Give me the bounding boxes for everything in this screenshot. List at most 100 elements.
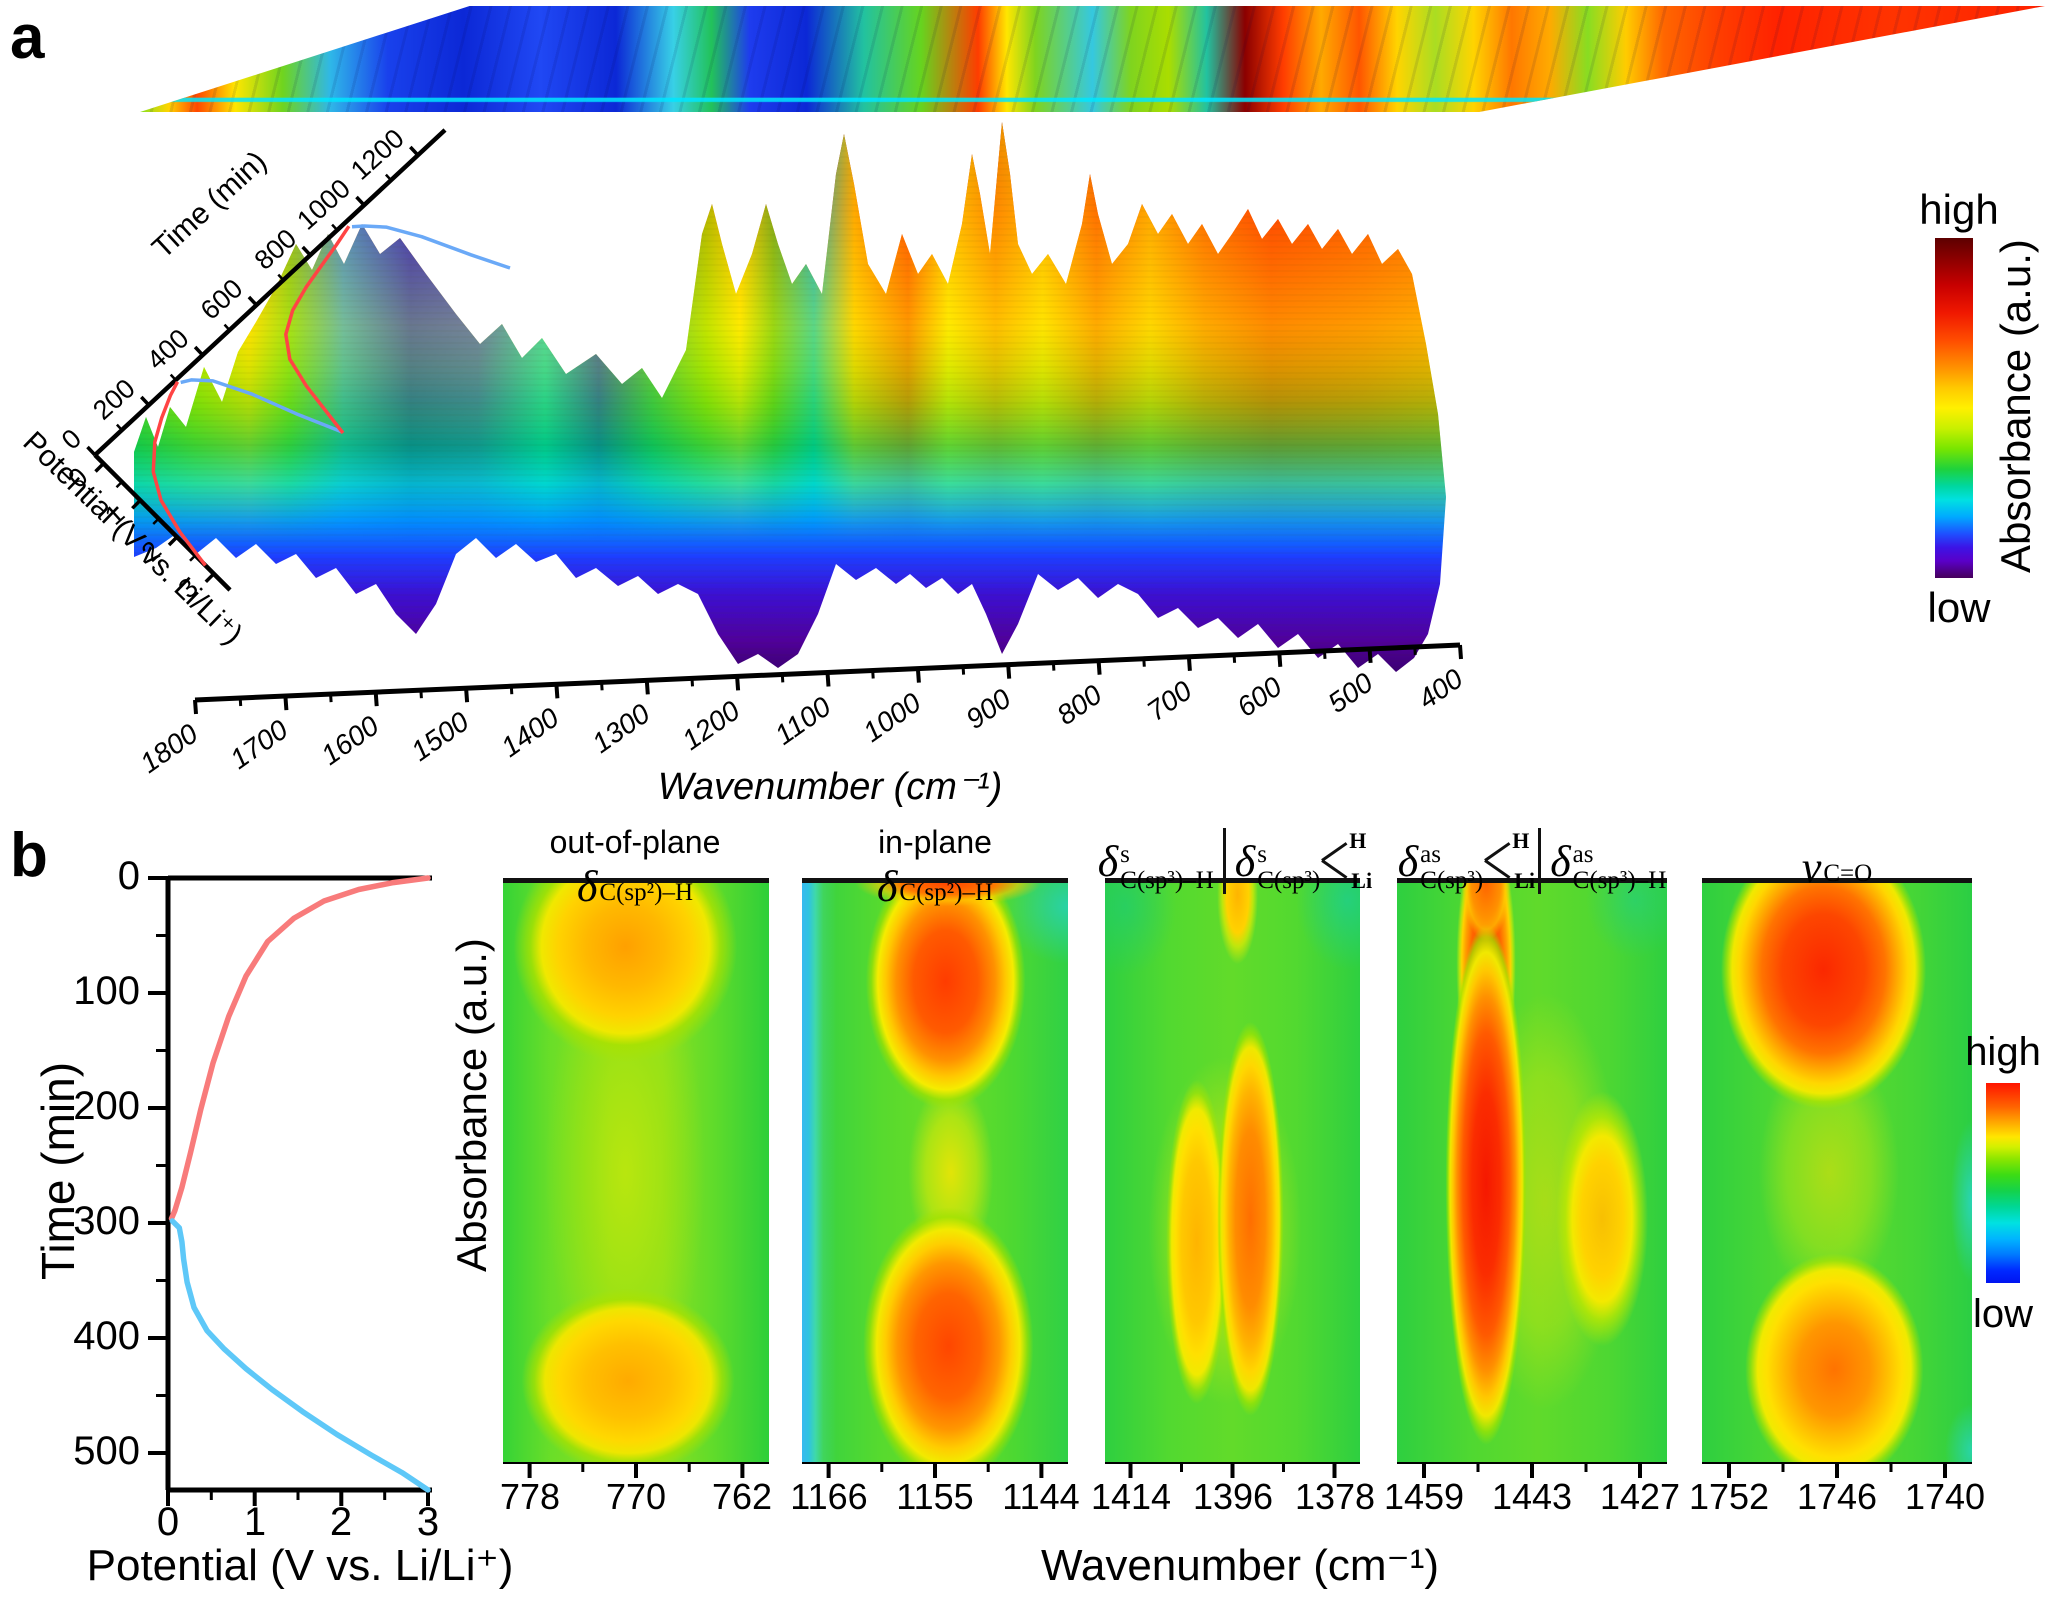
hm-tick: 1144 xyxy=(1002,1476,1080,1517)
b-x-tick: 3 xyxy=(416,1500,440,1544)
heatmap-major-ticks xyxy=(527,1462,1947,1478)
heatmap-in-plane xyxy=(802,878,1068,1462)
formula-sup: as xyxy=(1572,840,1594,868)
formula-sub: C=O xyxy=(1823,860,1873,888)
heatmap-minor-ticks xyxy=(581,1462,1893,1472)
heatmap-title-delta-as: δ as C(sp³) H Li δ as C(sp³)–H xyxy=(1332,828,1732,894)
delta-symbol: δ xyxy=(876,862,898,911)
branch-h: H xyxy=(1512,828,1530,853)
b-discharge-curve xyxy=(168,875,431,1222)
b-left-axes-lines xyxy=(165,875,432,1493)
wavenumber-major-ticks xyxy=(193,644,1463,715)
b-y-tick: 400 xyxy=(73,1314,140,1358)
inset-potential-axis-label: Potential (V vs. Li/Li⁺) xyxy=(16,425,248,651)
b-charge-curve xyxy=(169,1218,431,1493)
formula-sub: C(sp²)–H xyxy=(899,879,994,907)
branch-li: Li xyxy=(1351,868,1373,893)
hm-tick: 1166 xyxy=(790,1476,868,1517)
inset-potential-minor-ticks xyxy=(115,481,197,562)
inset-discharge-curve-1 xyxy=(151,380,207,567)
formula-sub: C(sp³) xyxy=(1420,867,1484,894)
inset-time-major-ticks xyxy=(86,145,420,457)
wavenumber-minor-ticks xyxy=(238,646,1417,707)
hm-tick: 1414 xyxy=(1090,1476,1172,1517)
heatmap-title-delta-s: δ s C(sp³)–H δ s C(sp³) H Li xyxy=(1032,828,1432,894)
hm-tick: 1746 xyxy=(1796,1476,1878,1517)
delta-symbol: δ xyxy=(576,862,598,911)
formula-sub: C(sp³)–H xyxy=(1120,867,1214,894)
b-y-tick: 100 xyxy=(73,969,140,1013)
heatmap-title-c-o: ν C=O xyxy=(1737,842,1937,893)
b-left-major-ticks xyxy=(148,876,430,1506)
b-time-axis-label: Time (min) xyxy=(32,1061,84,1281)
h-li-branch: H Li xyxy=(1484,828,1535,893)
inset-potential-major-ticks xyxy=(94,462,216,584)
hm-tick: 1427 xyxy=(1599,1476,1681,1517)
hm-tick: 1752 xyxy=(1688,1476,1770,1517)
formula-sub: C(sp³) xyxy=(1257,867,1321,894)
heatmap-delta-as xyxy=(1397,878,1667,1462)
b-x-tick: 0 xyxy=(156,1500,180,1544)
delta-symbol: δ xyxy=(1550,836,1571,886)
formula-sub: C(sp³)–H xyxy=(1572,867,1667,894)
heatmap-c-o xyxy=(1702,878,1972,1462)
inset-charge-curve-2 xyxy=(351,224,511,270)
colorbar-a xyxy=(1935,238,1973,578)
inset-charge-curve-1 xyxy=(180,378,343,434)
formula-sup: s xyxy=(1257,840,1267,868)
b-absorbance-label: Absorbance (a.u.) xyxy=(448,938,495,1272)
formula-sub: C(sp²)–H xyxy=(599,879,694,907)
wavenumber-axis-label-b: Wavenumber (cm⁻¹) xyxy=(1040,1541,1440,1590)
colorbar-a-high: high xyxy=(1919,186,1999,233)
delta-symbol: δ xyxy=(1097,836,1119,886)
b-left-minor-ticks xyxy=(156,934,387,1500)
branch-li: Li xyxy=(1514,868,1536,893)
hm-tick: 762 xyxy=(711,1476,773,1517)
b-y-tick: 200 xyxy=(73,1084,140,1128)
panel-b-label: b xyxy=(10,821,48,890)
inset-time-minor-ticks xyxy=(115,173,392,431)
formula-sup: as xyxy=(1420,840,1441,868)
heatmap-delta-s xyxy=(1105,878,1360,1462)
b-potential-axis-label: Potential (V vs. Li/Li⁺) xyxy=(86,1541,514,1590)
b-x-tick: 1 xyxy=(243,1500,267,1544)
b-y-tick: 0 xyxy=(117,854,140,898)
heatmap-out-of-plane xyxy=(503,878,769,1462)
title-text: in-plane xyxy=(878,824,992,860)
inset-discharge-curve-2 xyxy=(284,225,351,435)
inset-axes-lines xyxy=(93,128,447,592)
delta-symbol: δ xyxy=(1397,836,1419,886)
hm-tick: 1459 xyxy=(1383,1476,1465,1517)
hm-tick: 1155 xyxy=(896,1476,974,1517)
inset-time-tick: 1000 xyxy=(291,173,356,235)
inset-time-tick: 1200 xyxy=(345,123,410,185)
hm-tick: 1378 xyxy=(1294,1476,1376,1517)
wavenumber-axis-label-a: Wavenumber (cm⁻¹) xyxy=(657,766,1003,808)
h-li-branch: H Li xyxy=(1321,828,1372,893)
panel-a-label: a xyxy=(10,3,45,72)
heatmap-title-in-plane: in-plane δ C(sp²)–H xyxy=(760,824,1110,912)
hm-tick: 1443 xyxy=(1491,1476,1573,1517)
hm-tick: 770 xyxy=(605,1476,667,1517)
divider-bar xyxy=(1222,828,1226,894)
colorbar-a-label: Absorbance (a.u.) xyxy=(1992,239,2039,573)
delta-symbol: δ xyxy=(1234,836,1256,886)
colorbar-b-high: high xyxy=(1965,1030,2041,1074)
divider-bar xyxy=(1538,828,1542,894)
b-y-tick: 300 xyxy=(73,1199,140,1243)
nu-symbol: ν xyxy=(1801,843,1822,892)
formula-sup: s xyxy=(1120,840,1130,868)
branch-h: H xyxy=(1349,828,1367,853)
hm-tick: 1740 xyxy=(1904,1476,1986,1517)
branch-line-down xyxy=(1484,859,1511,879)
colorbar-b-low: low xyxy=(1972,1292,2034,1336)
hm-tick: 778 xyxy=(499,1476,561,1517)
b-y-tick: 500 xyxy=(73,1429,140,1473)
colorbar-a-low: low xyxy=(1927,584,1991,631)
title-text: out-of-plane xyxy=(549,824,721,860)
hm-tick: 1396 xyxy=(1192,1476,1274,1517)
branch-line-up xyxy=(1484,842,1511,862)
heatmap-title-out-of-plane: out-of-plane δ C(sp²)–H xyxy=(460,824,810,912)
